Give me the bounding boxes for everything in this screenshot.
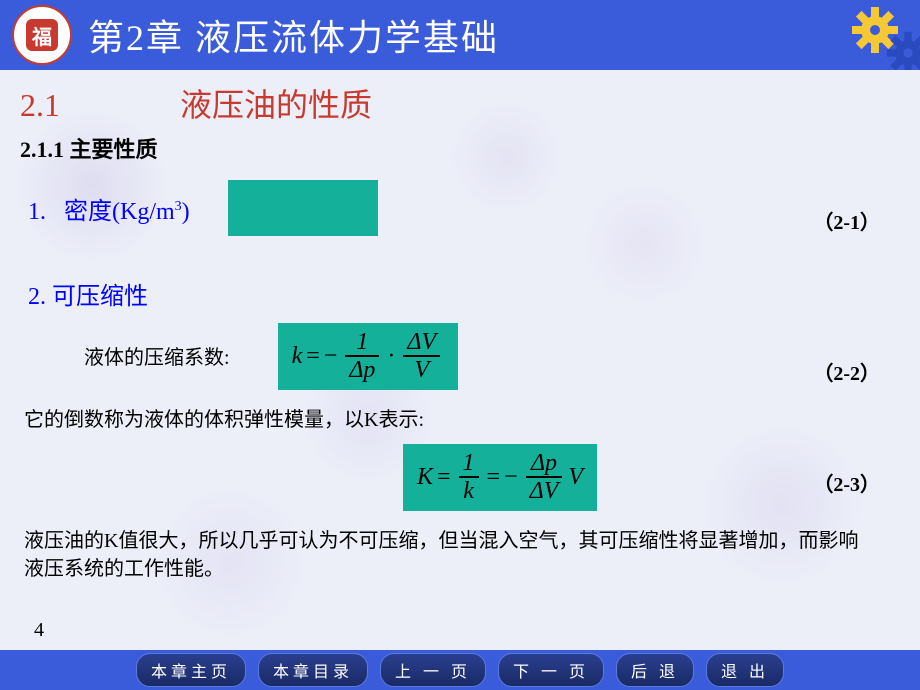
nav-next-page[interactable]: 下 一 页 <box>498 653 604 687</box>
chapter-title: 第2章 液压流体力学基础 <box>88 9 499 61</box>
formula-2-3: K = 1k = − ΔpΔV V <box>403 444 597 511</box>
eq-label-2-2: （2-2） <box>813 357 880 386</box>
page-number: 4 <box>34 619 44 642</box>
point-1: 1. 密度(Kg/m3) <box>28 191 190 226</box>
point-1-row: 1. 密度(Kg/m3) （2-1） <box>20 180 900 236</box>
university-logo: 福 <box>12 5 72 65</box>
section-number: 2.1 <box>20 87 180 124</box>
formula-2-3-row: K = 1k = − ΔpΔV V （2-3） <box>20 444 900 511</box>
formula-2-1 <box>228 180 378 236</box>
point-2: 2. 可压缩性 <box>28 276 900 311</box>
eq-label-2-3: （2-3） <box>813 468 880 497</box>
nav-prev-page[interactable]: 上 一 页 <box>380 653 486 687</box>
nav-chapter-toc[interactable]: 本章目录 <box>258 653 368 687</box>
nav-exit[interactable]: 退 出 <box>706 653 784 687</box>
compress-coef-label: 液体的压缩系数: <box>20 344 230 372</box>
formula-2-2: k = − 1Δp · ΔVV <box>278 323 459 390</box>
header-bar: 福 第2章 液压流体力学基础 <box>0 0 920 70</box>
section-text: 液压油的性质 <box>180 87 372 123</box>
inverse-text: 它的倒数称为液体的体积弹性模量，以K表示: <box>20 406 900 434</box>
point-2-row: 液体的压缩系数: k = − 1Δp · ΔVV （2-2） <box>20 323 900 390</box>
nav-back[interactable]: 后 退 <box>616 653 694 687</box>
conclusion-text: 液压油的K值很大，所以几乎可认为不可压缩，但当混入空气，其可压缩性将显著增加，而… <box>20 527 900 583</box>
footer-nav: 本章主页 本章目录 上 一 页 下 一 页 后 退 退 出 <box>0 650 920 690</box>
point-2-heading: 2. 可压缩性 <box>20 276 900 311</box>
section-title: 2.1液压油的性质 <box>20 80 900 126</box>
subsection-title: 2.1.1 主要性质 <box>20 132 900 164</box>
slide-content: 2.1液压油的性质 2.1.1 主要性质 1. 密度(Kg/m3) （2-1） … <box>0 70 920 650</box>
nav-chapter-home[interactable]: 本章主页 <box>136 653 246 687</box>
eq-label-2-1: （2-1） <box>813 206 880 235</box>
logo-char: 福 <box>26 19 58 51</box>
